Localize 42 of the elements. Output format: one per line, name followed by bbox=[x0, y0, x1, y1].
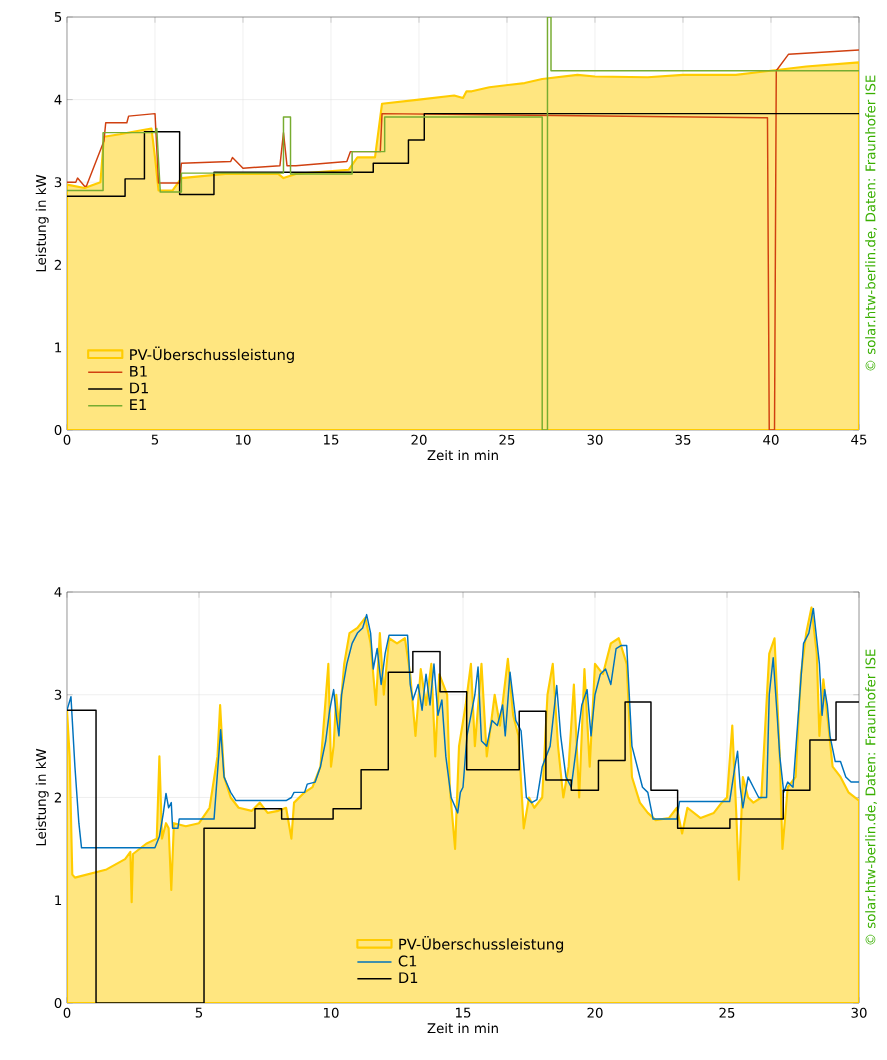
x-tick-label: 15 bbox=[323, 434, 339, 445]
y-tick-label: 3 bbox=[54, 177, 62, 188]
x-tick-label: 20 bbox=[411, 434, 427, 445]
x-tick-label: 30 bbox=[587, 434, 603, 445]
y-axis-title: Leistung in kW bbox=[35, 174, 49, 272]
x-tick-label: 15 bbox=[455, 1007, 471, 1018]
x-tick-label: 0 bbox=[63, 434, 71, 445]
legend-label: D1 bbox=[130, 382, 148, 394]
y-tick-label: 3 bbox=[54, 689, 62, 700]
y-tick-label: 0 bbox=[54, 997, 62, 1009]
line-series bbox=[67, 112, 859, 197]
legend-label: E1 bbox=[130, 399, 146, 410]
y-tick-label: 5 bbox=[54, 12, 62, 22]
y-axis-title: Leistung in kW bbox=[35, 748, 49, 846]
y-tick-label: 0 bbox=[54, 424, 62, 436]
series-label: PV-Überschussleistung bbox=[399, 936, 564, 953]
y-tick-label: 4 bbox=[54, 587, 62, 597]
x-tick-label: 5 bbox=[195, 1007, 203, 1018]
x-tick-label: 25 bbox=[499, 434, 515, 445]
y-tick-label: 4 bbox=[54, 94, 62, 105]
text: © solar.htw-berlin.de, Daten: Fraunhofer ISE bbox=[865, 75, 877, 371]
legend-label: B1 bbox=[130, 365, 147, 377]
x-tick-label: 10 bbox=[323, 1007, 339, 1018]
x-tick-label: 20 bbox=[587, 1007, 603, 1018]
text: © solar.htw-berlin.de, Daten: Fraunhofer ISE bbox=[865, 649, 877, 945]
y-tick-label: 2 bbox=[54, 792, 61, 803]
x-tick-label: 10 bbox=[235, 434, 251, 445]
legend-label: C1 bbox=[398, 955, 417, 967]
series-label: PV-Überschussleistung bbox=[130, 346, 294, 363]
legend-label: D1 bbox=[399, 972, 418, 984]
y-tick-label: 1 bbox=[55, 895, 62, 906]
y-tick-label: 1 bbox=[55, 342, 62, 353]
x-axis-title: Zeit in min bbox=[427, 1022, 498, 1034]
x-tick-label: 45 bbox=[851, 434, 867, 445]
x-axis-title: Zeit in min bbox=[427, 449, 498, 461]
x-tick-label: 35 bbox=[675, 434, 691, 445]
x-tick-label: 30 bbox=[851, 1007, 867, 1018]
y-tick-label: 2 bbox=[54, 259, 61, 270]
x-tick-label: 40 bbox=[763, 434, 779, 445]
x-tick-label: 0 bbox=[63, 1007, 71, 1018]
x-tick-label: 5 bbox=[151, 434, 159, 445]
x-tick-label: 25 bbox=[719, 1007, 735, 1018]
